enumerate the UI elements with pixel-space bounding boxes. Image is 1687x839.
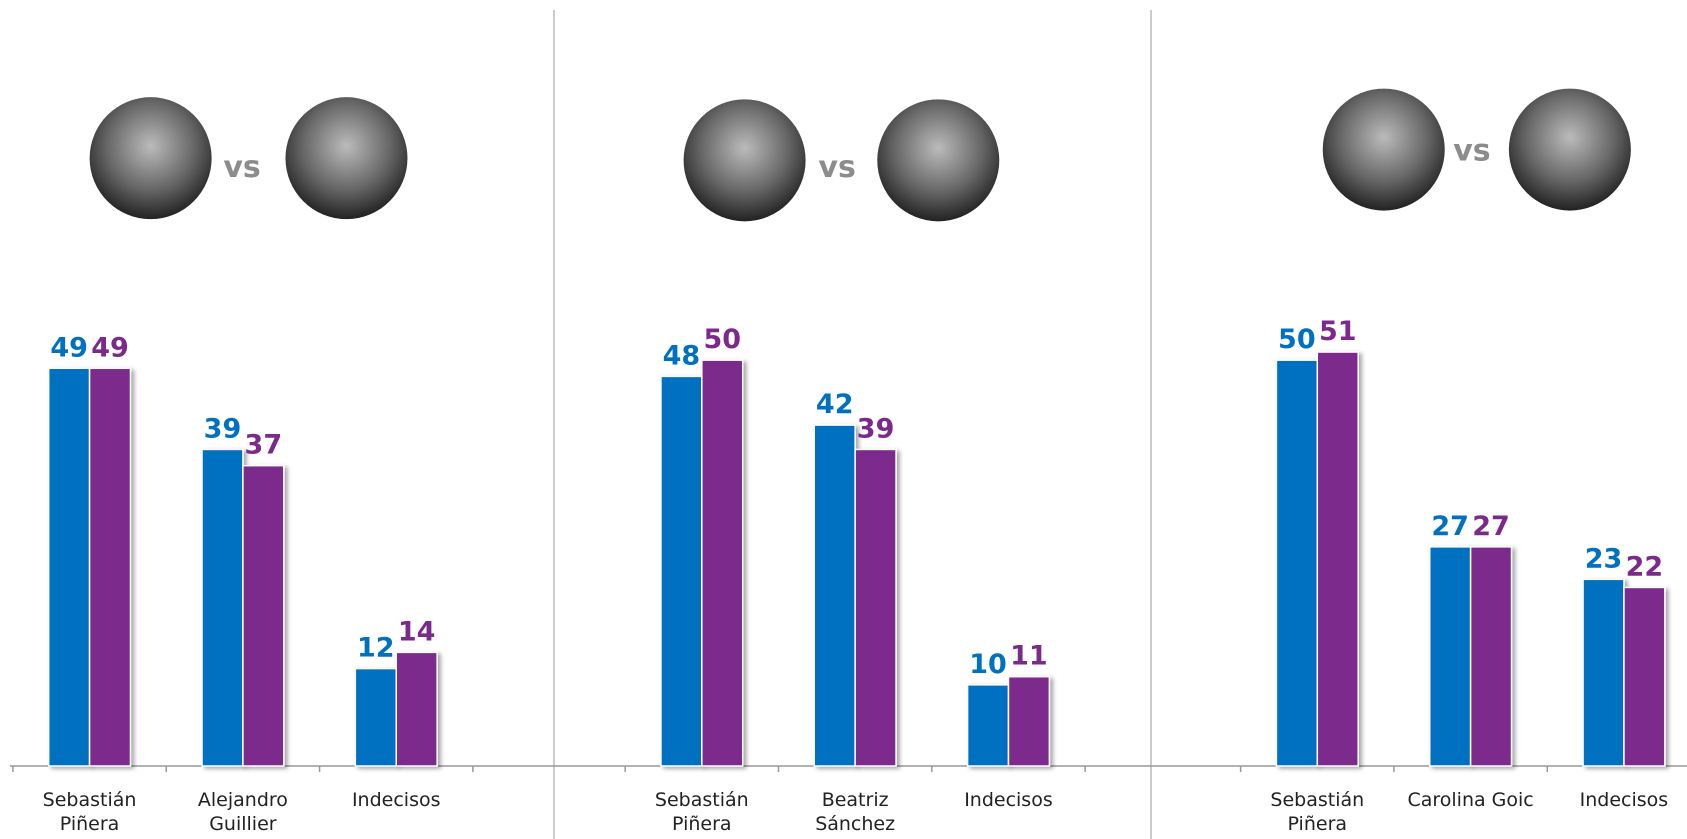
x-tick-label: Sebastián Piñera — [42, 789, 137, 835]
data-label: 50 — [703, 324, 741, 355]
data-label: 12 — [357, 633, 395, 664]
photo — [285, 97, 408, 220]
x-tick-label: Sebastián Piñera — [654, 789, 749, 835]
bar — [395, 651, 438, 767]
bar — [701, 359, 744, 767]
data-label: 11 — [1010, 641, 1048, 672]
bar — [813, 424, 856, 767]
data-label: 39 — [857, 413, 895, 444]
x-tick-label: Indecisos — [351, 789, 441, 811]
data-label: 51 — [1319, 316, 1357, 347]
data-label: 22 — [1626, 551, 1664, 582]
data-label: 27 — [1431, 511, 1469, 542]
bar — [47, 367, 91, 767]
data-label: 48 — [663, 340, 701, 371]
bar — [854, 448, 897, 767]
data-label: 49 — [50, 332, 88, 363]
data-label: 10 — [969, 649, 1007, 680]
x-tick-label: Alejandro Guillier — [197, 789, 288, 835]
bar — [966, 684, 1010, 767]
data-label: 39 — [204, 413, 242, 444]
bar — [354, 667, 397, 767]
photo — [1322, 88, 1445, 211]
data-label: 27 — [1472, 511, 1510, 542]
vs-label: vs — [1453, 134, 1490, 169]
x-tick-label: Indecisos — [1579, 789, 1669, 811]
bar — [1469, 546, 1513, 767]
vs-label: vs — [223, 150, 260, 185]
photo — [89, 97, 212, 220]
data-label: 50 — [1278, 324, 1316, 355]
data-label: 37 — [245, 430, 283, 461]
photo — [683, 99, 806, 222]
bar — [1582, 578, 1625, 767]
photo — [1508, 88, 1631, 211]
data-label: 42 — [816, 389, 854, 420]
bar — [1275, 359, 1319, 767]
x-tick-label: Sebastián Piñera — [1270, 789, 1365, 835]
photo — [877, 99, 1000, 222]
data-label: 49 — [91, 332, 129, 363]
bar — [201, 448, 244, 767]
bar — [88, 367, 132, 767]
x-tick-label: Carolina Goic — [1407, 789, 1534, 811]
vs-label: vs — [818, 150, 855, 185]
bar — [242, 464, 285, 767]
bar — [660, 375, 703, 767]
bar — [1316, 351, 1359, 767]
x-tick-label: Beatriz Sánchez — [815, 789, 896, 835]
bar — [1428, 546, 1472, 767]
data-label: 23 — [1585, 543, 1623, 574]
x-tick-label: Indecisos — [964, 789, 1053, 811]
data-label: 14 — [398, 616, 436, 647]
bar — [1623, 586, 1666, 767]
bar — [1007, 675, 1051, 767]
